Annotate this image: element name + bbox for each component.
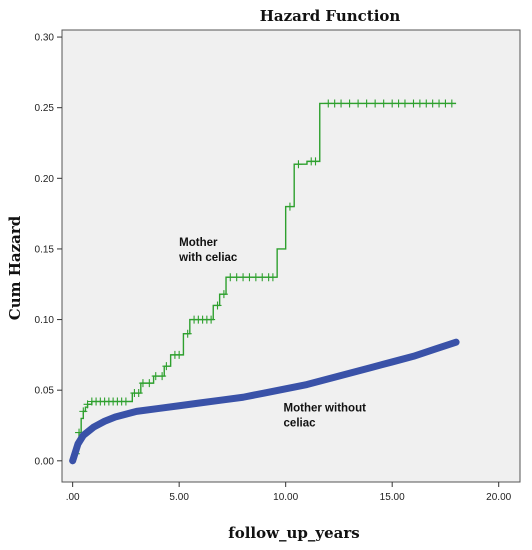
- series-line-with-celiac: [72, 102, 457, 462]
- censor-mark: [362, 99, 371, 108]
- censor-mark: [337, 99, 346, 108]
- y-tick-label: 0.20: [35, 174, 55, 185]
- series-line-without-celiac: [69, 338, 460, 465]
- censor-mark: [447, 99, 456, 108]
- censor-mark: [285, 202, 294, 211]
- censor-mark: [268, 273, 277, 282]
- censor-mark: [371, 99, 380, 108]
- censor-mark: [400, 99, 409, 108]
- censor-mark: [379, 99, 388, 108]
- censor-mark: [175, 350, 184, 359]
- censor-mark: [183, 329, 192, 338]
- x-tick-label: .00: [66, 492, 80, 503]
- censor-mark: [134, 389, 143, 398]
- censor-mark: [213, 301, 222, 310]
- censor-mark: [219, 290, 228, 299]
- annotation-0: Mother with celiac: [178, 237, 238, 264]
- censor-mark: [121, 397, 130, 406]
- series-layer: [69, 99, 460, 465]
- annotation-1: Mother without celiac: [284, 402, 367, 429]
- censor-mark: [145, 379, 154, 388]
- y-tick-label: 0.25: [35, 103, 55, 114]
- y-tick-label: 0.10: [35, 315, 55, 326]
- plot-area: [61, 29, 521, 483]
- x-tick-label: 5.00: [169, 492, 189, 503]
- axes: 0.00 0.05 0.10 0.15 0.20 0.25 0.30 .00 5.00 10.00…: [35, 33, 512, 503]
- censor-mark: [294, 160, 303, 169]
- y-axis-label: Cum Hazard: [6, 215, 24, 320]
- censor-mark: [207, 315, 216, 324]
- censor-mark: [345, 99, 354, 108]
- series-1: [69, 338, 460, 465]
- censor-mark: [83, 400, 92, 409]
- x-tick-label: 15.00: [380, 492, 405, 503]
- x-axis-label: follow_up_years: [228, 524, 360, 542]
- annotation-line: Mother: [179, 237, 218, 249]
- censor-mark: [354, 99, 363, 108]
- y-tick-label: 0.00: [35, 456, 55, 467]
- annotation-line: with celiac: [178, 252, 238, 264]
- chart-title: Hazard Function: [260, 7, 401, 25]
- annotation-line: celiac: [284, 417, 317, 429]
- censor-mark: [158, 372, 167, 381]
- censor-mark: [311, 157, 320, 166]
- censor-mark: [162, 362, 171, 371]
- censor-mark: [79, 407, 88, 416]
- annotation-layer: Mother with celiac Mother without celiac: [178, 237, 366, 429]
- x-tick-label: 20.00: [486, 492, 511, 503]
- y-tick-label: 0.15: [35, 244, 55, 255]
- y-tick-label: 0.30: [35, 33, 55, 44]
- x-tick-label: 10.00: [273, 492, 298, 503]
- y-tick-label: 0.05: [35, 386, 55, 397]
- annotation-line: Mother without: [284, 402, 367, 414]
